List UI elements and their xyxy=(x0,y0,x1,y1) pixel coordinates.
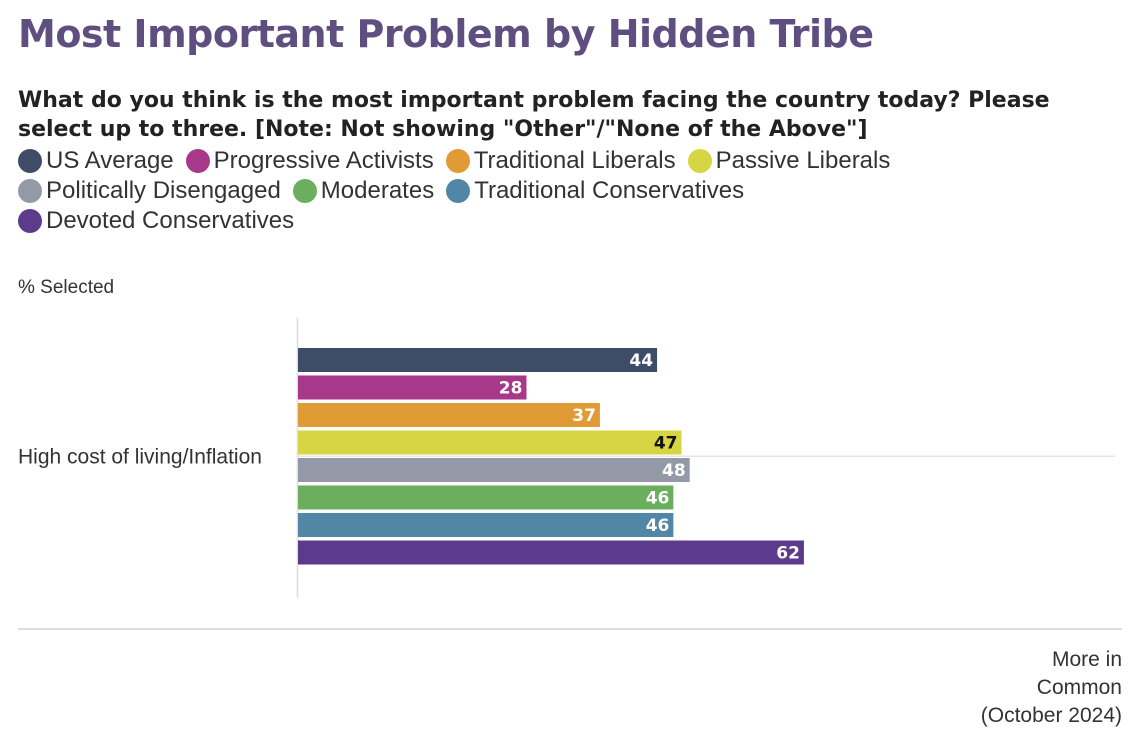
bar-value-label: 28 xyxy=(499,379,523,399)
legend: US Average Progressive Activists Tradition… xyxy=(18,146,1118,236)
legend-row: Devoted Conservatives xyxy=(18,206,1118,236)
units-label: % Selected xyxy=(18,277,115,298)
category-label: High cost of living/Inflation xyxy=(18,445,262,468)
legend-label: Moderates xyxy=(320,177,435,204)
legend-row: Politically Disengaged Moderates Tradition… xyxy=(18,176,1118,206)
legend-swatch xyxy=(445,149,470,173)
source-line: More in xyxy=(1051,648,1122,671)
legend-swatch xyxy=(446,179,471,203)
bar-value-label: 47 xyxy=(654,434,678,454)
legend-label: Passive Liberals xyxy=(715,147,891,174)
bar-politically-disengaged xyxy=(298,458,690,482)
source-line: Common xyxy=(1036,676,1122,699)
source-note: More in Common (October 2024) xyxy=(922,646,1122,730)
bar-us-average xyxy=(298,348,658,372)
bar-value-label: 37 xyxy=(572,406,596,426)
bar-devoted-conservatives xyxy=(298,540,804,565)
bar-value-label: 46 xyxy=(646,489,670,509)
bar-traditional-liberals xyxy=(298,403,600,427)
legend-swatch xyxy=(18,209,42,233)
bar-value-label: 46 xyxy=(646,516,670,536)
legend-label: US Average xyxy=(46,147,174,174)
legend-swatch xyxy=(292,179,317,203)
legend-item: Politically Disengaged xyxy=(18,177,281,205)
legend-label: Politically Disengaged xyxy=(46,177,281,204)
bar-moderates xyxy=(298,485,674,510)
chart-subtitle: What do you think is the most important … xyxy=(18,88,1050,142)
legend-item: Devoted Conservatives xyxy=(18,207,294,235)
legend-swatch xyxy=(18,179,42,203)
legend-swatch xyxy=(687,149,712,173)
legend-item: Progressive Activists xyxy=(185,147,434,175)
chart-title: Most Important Problem by Hidden Tribe xyxy=(18,12,874,56)
bar-traditional-conservatives xyxy=(298,513,674,537)
legend-label: Devoted Conservatives xyxy=(46,207,295,234)
bar-value-label: 62 xyxy=(776,544,800,564)
legend-item: Traditional Liberals xyxy=(445,147,676,175)
legend-label: Traditional Conservatives xyxy=(474,177,745,204)
legend-item: Passive Liberals xyxy=(687,147,891,175)
source-line: (October 2024) xyxy=(980,704,1122,727)
bar-passive-liberals xyxy=(298,430,682,455)
legend-swatch xyxy=(18,149,42,173)
legend-label: Progressive Activists xyxy=(213,147,434,174)
legend-label: Traditional Liberals xyxy=(473,147,676,174)
legend-swatch xyxy=(185,149,210,173)
bar-chart: High cost of living/Inflation 44 28 37 47 48 4… xyxy=(18,318,1115,598)
legend-item: Moderates xyxy=(292,177,435,205)
legend-row: US Average Progressive Activists Tradition… xyxy=(18,146,1118,176)
legend-item: US Average xyxy=(18,147,174,175)
bar-value-label: 44 xyxy=(629,351,653,371)
legend-item: Traditional Conservatives xyxy=(446,177,744,205)
bar-value-label: 48 xyxy=(662,461,686,481)
footer-divider xyxy=(18,628,1122,630)
bar-progressive-activists xyxy=(298,375,527,400)
